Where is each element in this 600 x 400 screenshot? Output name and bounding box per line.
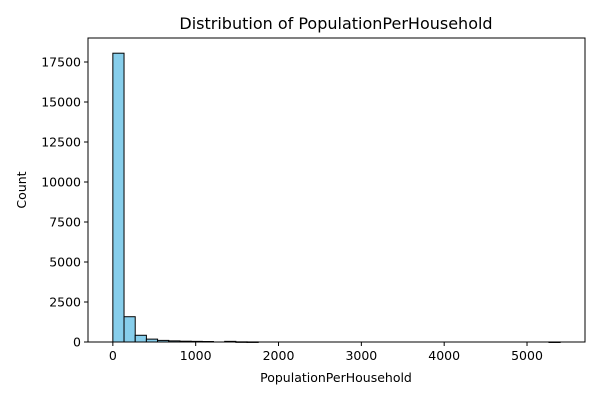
histogram-bar bbox=[134, 334, 147, 343]
histogram-bar bbox=[123, 316, 136, 343]
y-tick-label: 12500 bbox=[41, 135, 81, 150]
x-tick-label: 2000 bbox=[263, 348, 295, 363]
x-axis-label: PopulationPerHousehold bbox=[260, 370, 412, 385]
plot-frame bbox=[87, 37, 586, 343]
y-tick-label: 2500 bbox=[49, 295, 81, 310]
y-tick-label: 0 bbox=[73, 335, 81, 350]
y-tick-label: 17500 bbox=[41, 55, 81, 70]
y-tick-label: 7500 bbox=[49, 215, 81, 230]
y-tick-label: 10000 bbox=[41, 175, 81, 190]
x-tick-label: 0 bbox=[109, 348, 117, 363]
y-tick-label: 15000 bbox=[41, 95, 81, 110]
x-tick-label: 3000 bbox=[345, 348, 377, 363]
x-tick-label: 5000 bbox=[511, 348, 543, 363]
histogram-bar bbox=[112, 52, 125, 343]
y-axis-ticks: 0 2500 5000 7500 10000 12500 15000 17500 bbox=[41, 55, 88, 350]
chart-title: Distribution of PopulationPerHousehold bbox=[179, 14, 492, 33]
histogram-bars bbox=[112, 52, 561, 343]
x-axis-ticks: 0 1000 2000 3000 4000 5000 bbox=[109, 342, 543, 363]
y-tick-label: 5000 bbox=[49, 255, 81, 270]
x-tick-label: 1000 bbox=[180, 348, 212, 363]
x-tick-label: 4000 bbox=[428, 348, 460, 363]
y-axis-label: Count bbox=[14, 171, 29, 208]
